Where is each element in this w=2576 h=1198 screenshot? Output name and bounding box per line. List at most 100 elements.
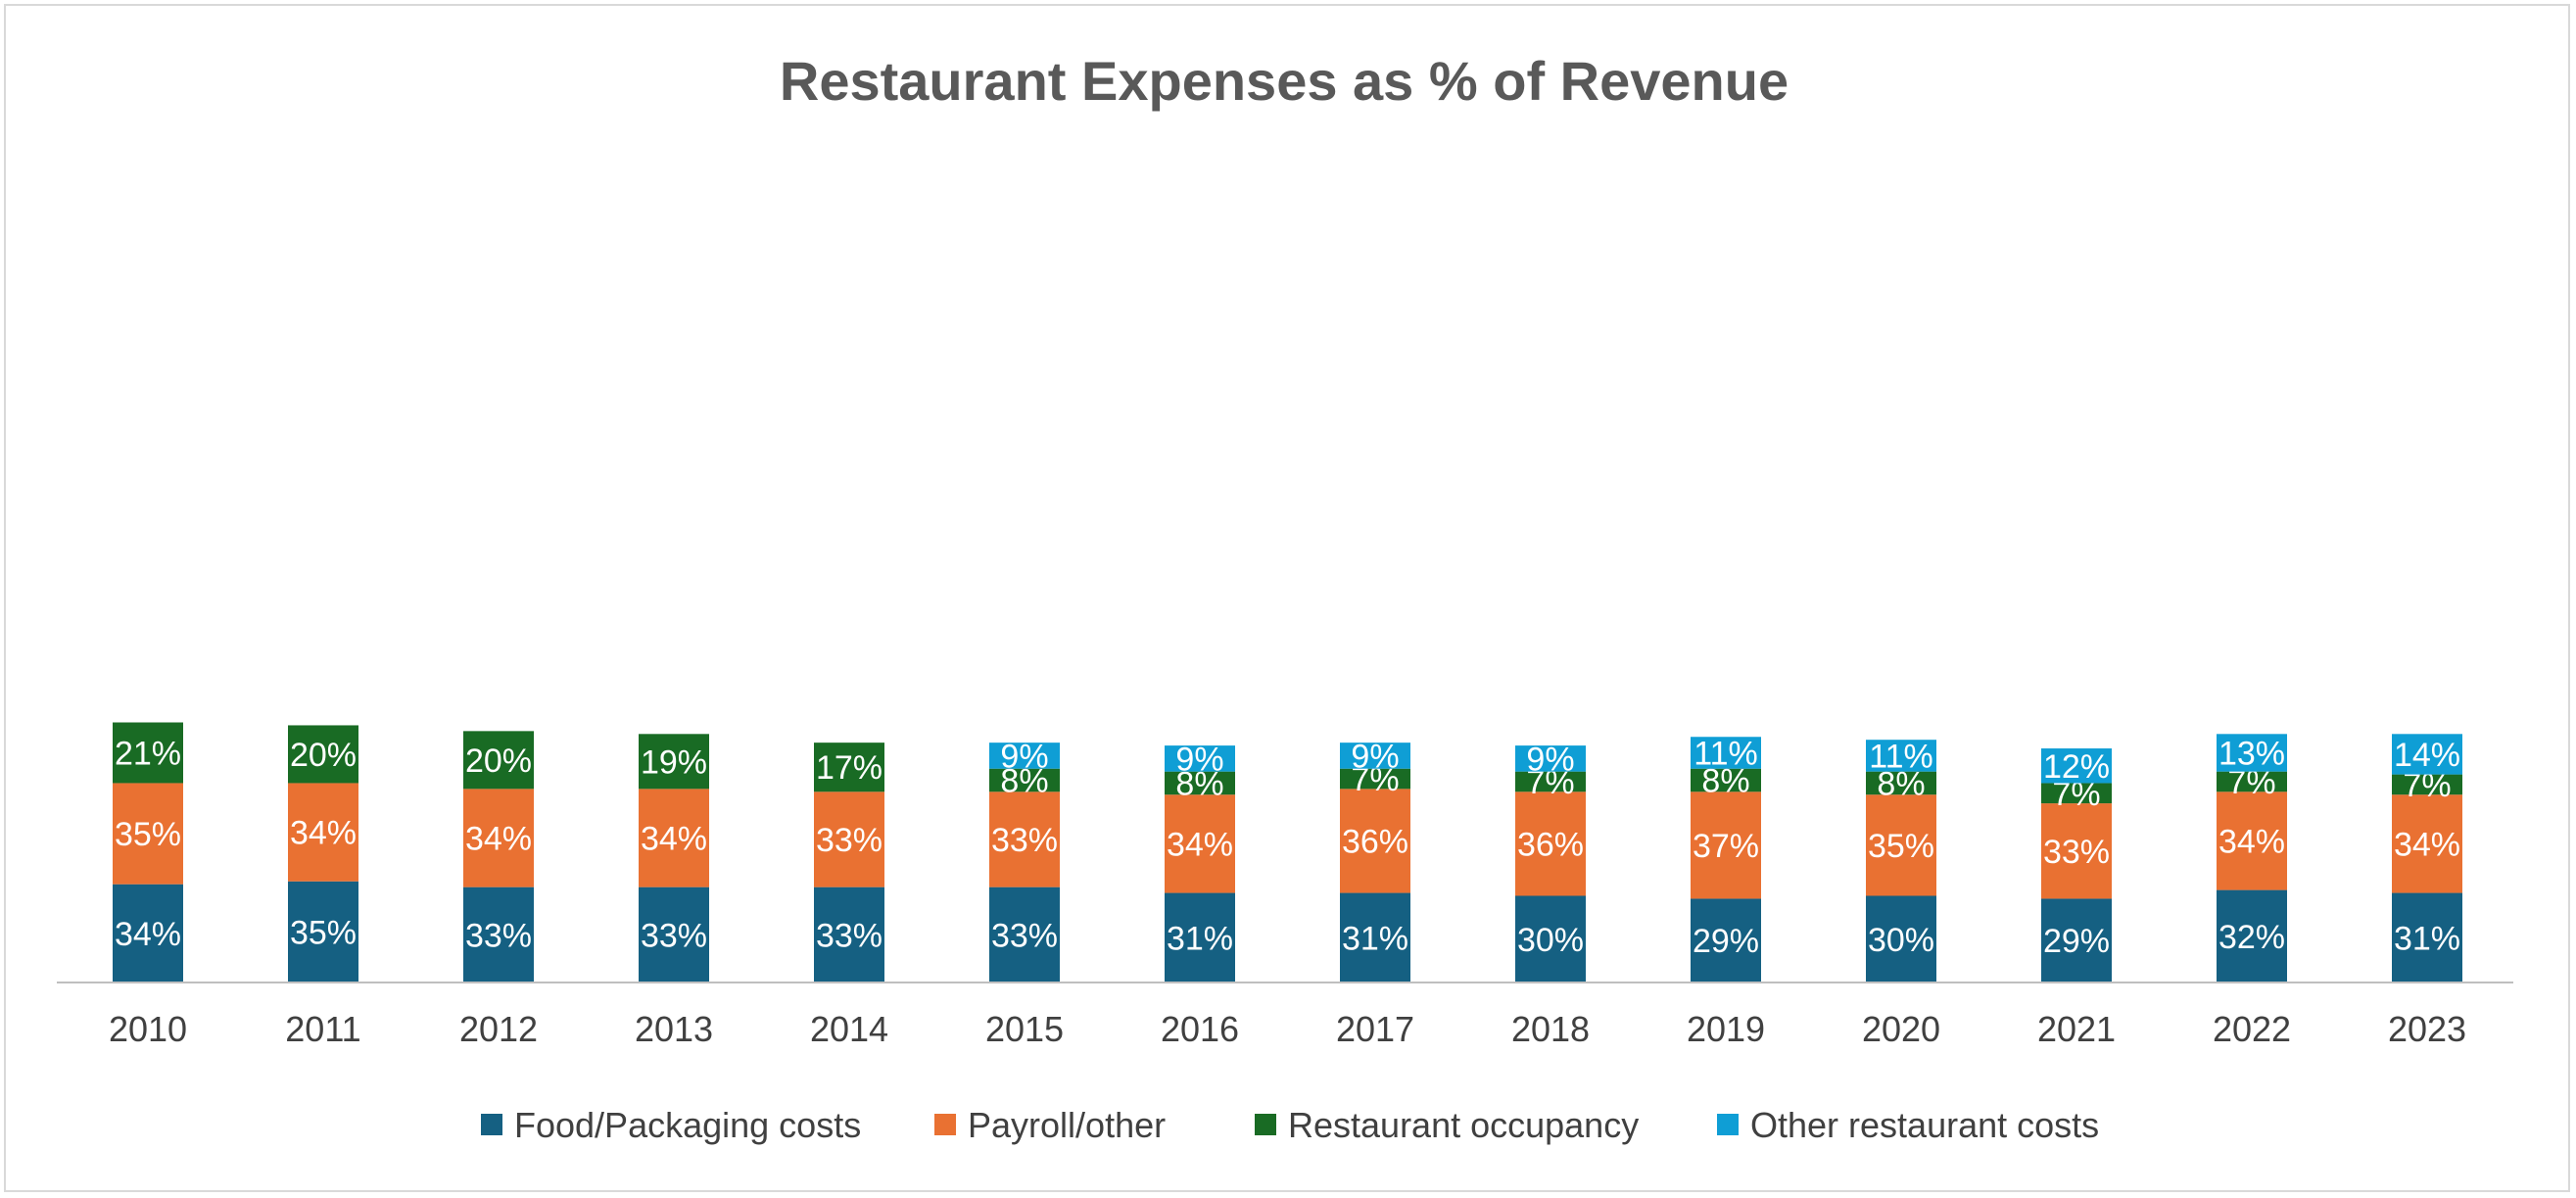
data-label: 11% [1869,738,1933,775]
data-label: 14% [2394,737,2460,774]
bar-payroll-other-2012 [463,789,534,887]
bar-payroll-other-2010 [113,783,183,885]
bar-restaurant-occupancy-2022 [2217,771,2287,792]
bar-food-packaging-costs-2016 [1165,892,1235,982]
bar-restaurant-occupancy-2021 [2041,783,2112,804]
data-label: 33% [2043,834,2110,871]
bars-group: 34% 35% 21% 35% 34% 20% 33% 34% 20% 33% 34% 19% 33% 3… [113,722,2462,982]
data-label: 31% [1167,920,1233,957]
bar-restaurant-occupancy-2013 [639,734,709,790]
bar-food-packaging-costs-2023 [2392,892,2462,982]
legend-swatch [934,1114,956,1135]
bar-restaurant-occupancy-2018 [1515,771,1586,792]
x-tick-label: 2014 [810,1009,888,1049]
bar-payroll-other-2017 [1340,789,1410,893]
data-label: 12% [2043,748,2110,786]
stacked-bar-chart: Restaurant Expenses as % of Revenue 34% 3… [57,50,2513,1145]
x-tick-label: 2018 [1511,1009,1590,1049]
bar-other-restaurant-costs-2018 [1515,745,1586,772]
bar-other-restaurant-costs-2023 [2392,734,2462,775]
data-label: 20% [465,743,532,780]
data-label: 33% [991,917,1058,954]
bar-payroll-other-2013 [639,789,709,887]
data-label: 21% [115,735,181,772]
bar-payroll-other-2015 [989,791,1060,887]
bar-restaurant-occupancy-2012 [463,731,534,790]
bar-restaurant-occupancy-2014 [814,743,884,792]
bar-food-packaging-costs-2010 [113,884,183,982]
data-label: 30% [1517,922,1584,959]
data-label: 31% [1342,920,1408,957]
legend-swatch [1717,1114,1739,1135]
x-tick-label: 2021 [2037,1009,2116,1049]
chart-frame: Restaurant Expenses as % of Revenue 34% 3… [4,4,2570,1192]
x-tick-label: 2016 [1161,1009,1239,1049]
bar-other-restaurant-costs-2022 [2217,734,2287,772]
data-label: 8% [1877,765,1925,802]
legend-swatch [481,1114,502,1135]
bar-other-restaurant-costs-2015 [989,743,1060,769]
chart-title: Restaurant Expenses as % of Revenue [780,50,1789,112]
x-tick-label: 2019 [1687,1009,1765,1049]
bar-payroll-other-2018 [1515,791,1586,896]
bar-payroll-other-2019 [1691,791,1761,899]
bar-restaurant-occupancy-2019 [1691,768,1761,792]
legend-label: Payroll/other [968,1105,1166,1145]
data-label: 34% [2218,823,2285,860]
bar-food-packaging-costs-2014 [814,887,884,982]
data-label: 36% [1517,826,1584,863]
data-label: 19% [641,743,707,781]
bar-payroll-other-2016 [1165,794,1235,893]
bar-payroll-other-2021 [2041,803,2112,899]
data-label: 11% [1693,735,1758,772]
x-tick-label: 2017 [1336,1009,1414,1049]
data-label: 37% [1693,828,1759,865]
bar-other-restaurant-costs-2019 [1691,737,1761,769]
legend-label: Restaurant occupancy [1288,1105,1639,1145]
data-label: 32% [2218,919,2285,956]
bar-restaurant-occupancy-2015 [989,768,1060,792]
data-label: 34% [641,821,707,858]
data-label: 9% [1351,738,1399,775]
data-label: 34% [290,815,357,852]
bar-food-packaging-costs-2019 [1691,898,1761,982]
data-label: 30% [1868,922,1934,959]
bar-food-packaging-costs-2017 [1340,892,1410,982]
bar-payroll-other-2020 [1866,794,1936,896]
data-label: 35% [290,914,357,951]
bar-payroll-other-2011 [288,783,358,882]
x-tick-label: 2013 [635,1009,713,1049]
data-label: 35% [115,816,181,853]
data-label: 8% [1175,765,1223,802]
data-label: 9% [1000,738,1048,775]
data-label: 13% [2218,735,2285,772]
x-tick-label: 2022 [2213,1009,2291,1049]
data-label: 33% [465,917,532,954]
data-label: 34% [1167,826,1233,863]
data-label: 8% [1000,763,1048,800]
bar-food-packaging-costs-2022 [2217,889,2287,982]
data-label: 36% [1342,823,1408,860]
bar-payroll-other-2022 [2217,791,2287,890]
bar-other-restaurant-costs-2020 [1866,740,1936,772]
legend-swatch [1255,1114,1276,1135]
x-tick-label: 2015 [985,1009,1064,1049]
bar-restaurant-occupancy-2023 [2392,774,2462,795]
data-label: 35% [1868,828,1934,865]
x-tick-label: 2010 [109,1009,187,1049]
data-label: 9% [1175,741,1223,778]
bar-food-packaging-costs-2011 [288,881,358,982]
data-label: 31% [2394,920,2460,957]
data-label: 9% [1526,741,1574,778]
x-tick-label: 2020 [1862,1009,1940,1049]
bar-food-packaging-costs-2020 [1866,895,1936,982]
bar-restaurant-occupancy-2016 [1165,771,1235,795]
data-label: 34% [465,821,532,858]
x-tick-label: 2023 [2388,1009,2466,1049]
bar-food-packaging-costs-2015 [989,887,1060,982]
x-tick-label: 2012 [459,1009,538,1049]
bar-payroll-other-2014 [814,791,884,887]
bar-restaurant-occupancy-2011 [288,725,358,784]
data-label: 33% [816,822,883,859]
data-label: 17% [816,749,883,787]
